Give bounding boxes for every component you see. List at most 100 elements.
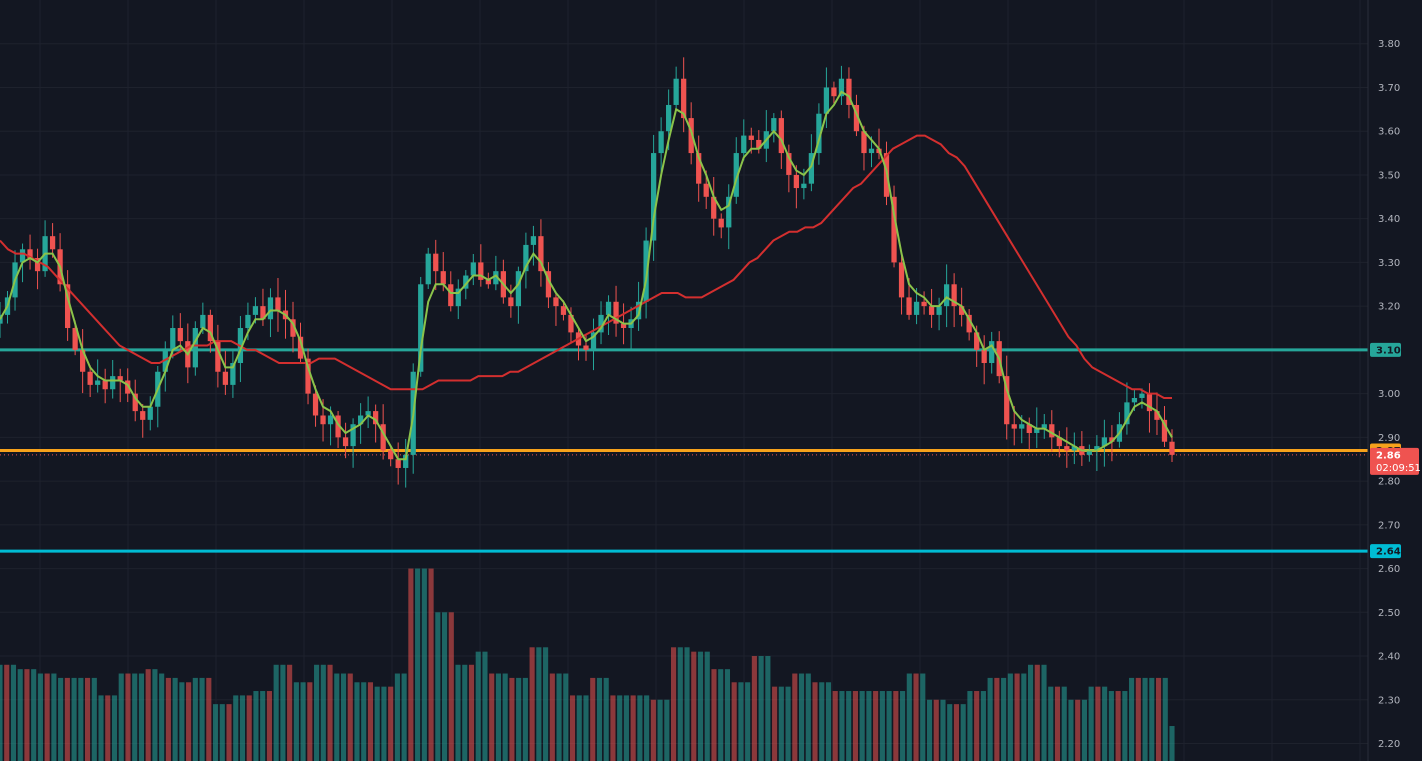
candle-body <box>72 328 78 350</box>
candle-body <box>936 306 942 315</box>
candle-body <box>388 450 394 460</box>
candle <box>538 219 544 287</box>
candle-body <box>222 371 229 385</box>
candle-body <box>1011 424 1017 429</box>
candle <box>981 335 987 385</box>
candle-body <box>87 371 93 385</box>
volume-bar <box>751 656 757 761</box>
volume-bar <box>179 682 185 761</box>
candle <box>388 445 394 467</box>
volume-bar <box>873 691 879 761</box>
price-axis[interactable]: 3.80 3.70 3.60 3.50 3.40 3.30 3.20 3.00 2.90 2.80… <box>1367 0 1422 761</box>
candle-body <box>312 393 319 416</box>
candle-body <box>27 249 33 259</box>
candle-body <box>808 153 815 184</box>
candle <box>373 404 379 443</box>
candle <box>403 438 409 488</box>
candle-body <box>1094 446 1100 451</box>
candle <box>418 276 424 377</box>
volume-bar <box>31 669 37 761</box>
candle-body <box>801 183 807 189</box>
volume-bar <box>186 682 192 761</box>
volume-bar <box>677 647 683 761</box>
volume-bar <box>765 656 771 761</box>
candle <box>0 301 3 338</box>
candle-body <box>658 131 664 154</box>
candle-body <box>861 131 867 154</box>
candle <box>350 418 356 468</box>
current-price-label: 2.86 <box>1376 450 1401 461</box>
candle-body <box>778 118 784 154</box>
candle <box>493 255 499 291</box>
volume-bar <box>590 677 596 761</box>
volume-bar <box>543 647 549 761</box>
tick-label: 3.40 <box>1378 214 1400 225</box>
volume-bar <box>1169 726 1175 761</box>
volume-bar <box>111 695 118 761</box>
volume-bar <box>1081 699 1087 761</box>
volume-bar <box>118 673 124 761</box>
volume-bar <box>1102 686 1108 761</box>
candle-body <box>703 183 709 197</box>
candle <box>478 244 484 287</box>
volume-bar <box>1095 686 1101 761</box>
candle-body <box>943 284 950 307</box>
volume-bar <box>421 568 427 761</box>
volume-bar <box>610 695 616 761</box>
candle-body <box>816 113 822 154</box>
volume-bar <box>347 673 353 761</box>
volume-bar <box>502 673 508 761</box>
candle-body <box>327 415 334 425</box>
candle-body <box>1161 419 1168 442</box>
ema-slow-line <box>0 134 1172 399</box>
candle-body <box>200 314 206 329</box>
candle-body <box>508 297 514 307</box>
volume-bar <box>91 677 97 761</box>
volume-bar <box>260 691 266 761</box>
volume-bar <box>428 568 434 761</box>
volume-bar <box>138 673 145 761</box>
candle-body <box>463 275 469 289</box>
candle-body <box>207 314 213 342</box>
price-level-lines[interactable] <box>0 348 1368 553</box>
volume-bar <box>1054 686 1061 761</box>
candle-body <box>951 284 957 307</box>
volume-bar <box>17 669 23 761</box>
volume-bar <box>617 695 623 761</box>
candle-body <box>1109 437 1115 442</box>
volume-bar <box>381 686 387 761</box>
volume-bar <box>145 669 151 761</box>
volume-bar <box>280 664 286 761</box>
candle <box>470 254 476 286</box>
candle <box>508 284 514 318</box>
volume-bar <box>798 673 805 761</box>
tick-label: 2.50 <box>1378 608 1400 619</box>
candle <box>1056 430 1062 458</box>
candle <box>1094 435 1100 471</box>
candle <box>140 404 146 438</box>
candle-body <box>215 341 221 372</box>
volume-bar <box>401 673 407 761</box>
volume-bar <box>947 704 953 761</box>
volume-bar <box>650 699 656 761</box>
candle-body <box>297 336 304 359</box>
candle-body <box>906 297 912 315</box>
candle-body <box>395 459 401 468</box>
volume-bar <box>671 647 677 761</box>
volume-bar <box>233 695 239 761</box>
candle <box>1169 429 1175 462</box>
candle-body <box>433 253 439 272</box>
candle-body <box>793 174 799 189</box>
candle <box>80 329 86 394</box>
candle-body <box>0 314 3 324</box>
candle-body <box>898 262 905 298</box>
candle <box>861 125 867 171</box>
volume-bar <box>846 691 852 761</box>
volume-bar <box>866 691 872 761</box>
candle-body <box>530 236 537 245</box>
candle-body <box>959 306 965 315</box>
candle <box>726 184 732 250</box>
candle <box>147 396 153 431</box>
